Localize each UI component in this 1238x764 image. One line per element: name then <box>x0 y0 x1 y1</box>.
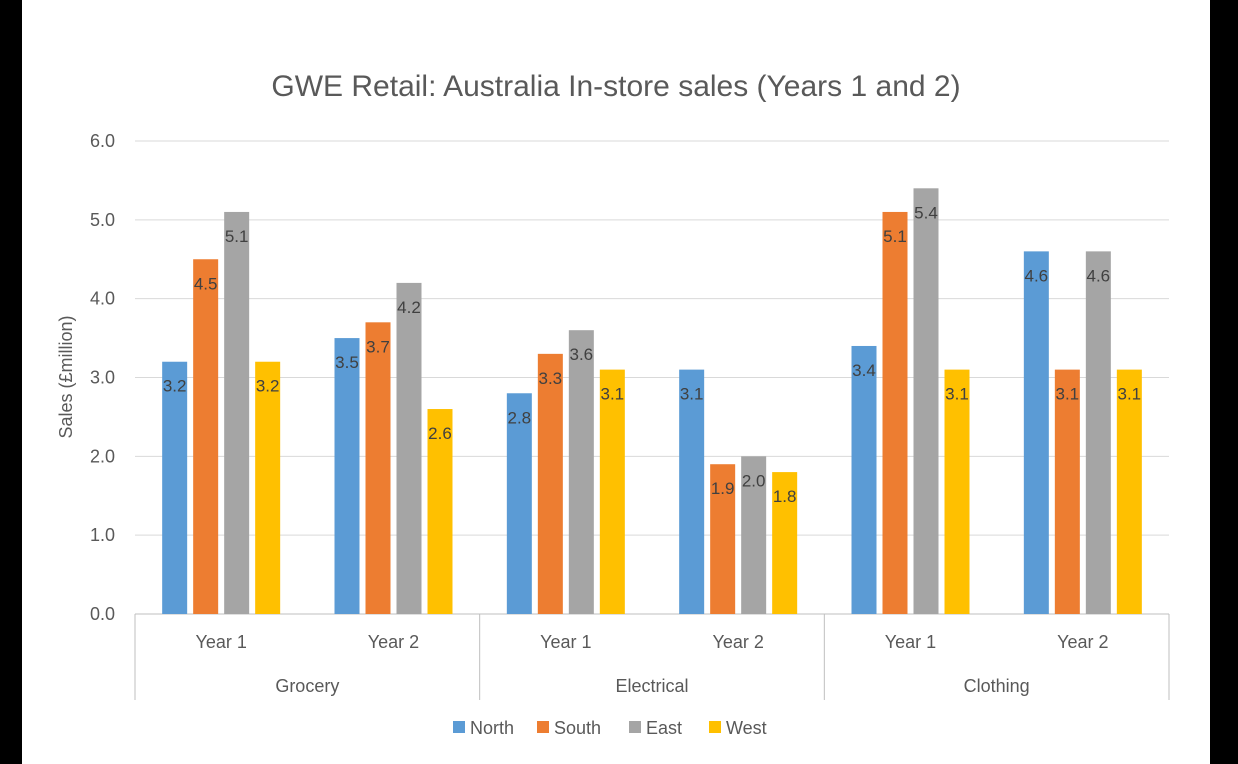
bar-south <box>365 322 391 614</box>
bar-south <box>1054 369 1080 614</box>
data-label: 3.6 <box>570 345 594 364</box>
data-label: 4.6 <box>1087 266 1111 285</box>
bar-chart: GWE Retail: Australia In-store sales (Ye… <box>56 70 1170 738</box>
bar-east <box>1085 251 1111 614</box>
data-label: 2.6 <box>428 424 452 443</box>
data-label: 3.3 <box>539 369 563 388</box>
gridlines <box>135 140 1169 536</box>
bar-east <box>913 188 939 615</box>
data-label: 5.1 <box>225 227 249 246</box>
legend-swatch-north <box>453 721 465 733</box>
data-label: 3.1 <box>601 385 625 404</box>
bar-west <box>599 369 625 614</box>
data-label: 3.4 <box>852 361 876 380</box>
legend-swatch-west <box>709 721 721 733</box>
data-label: 3.2 <box>256 377 280 396</box>
legend: North South East West <box>453 718 767 738</box>
x-tick-label: Year 1 <box>885 632 936 652</box>
legend-swatch-east <box>629 721 641 733</box>
bar-west <box>772 472 798 614</box>
data-label: 3.1 <box>680 385 704 404</box>
data-label: 3.1 <box>1056 385 1080 404</box>
bar-south <box>193 259 219 614</box>
data-label: 5.1 <box>883 227 907 246</box>
legend-swatch-south <box>537 721 549 733</box>
data-label: 2.0 <box>742 471 766 490</box>
legend-label-east: East <box>646 718 682 738</box>
bar-east <box>568 330 594 614</box>
legend-label-west: West <box>726 718 767 738</box>
data-label: 3.1 <box>1118 385 1142 404</box>
y-tick-label: 0.0 <box>90 604 115 624</box>
bar-south <box>710 464 736 614</box>
bar-north <box>506 393 532 614</box>
group-label: Clothing <box>964 676 1030 696</box>
bar-series <box>162 188 1142 615</box>
data-label: 4.6 <box>1025 266 1049 285</box>
data-label: 3.1 <box>945 385 969 404</box>
bar-north <box>1023 251 1049 614</box>
legend-label-south: South <box>554 718 601 738</box>
bar-north <box>851 345 877 614</box>
data-label: 1.8 <box>773 487 797 506</box>
data-label: 3.7 <box>366 337 390 356</box>
data-label: 4.5 <box>194 274 218 293</box>
x-tick-label: Year 1 <box>540 632 591 652</box>
chart-title: GWE Retail: Australia In-store sales (Ye… <box>271 70 960 103</box>
data-labels: 3.2 3.5 2.8 3.1 3.4 4.6 4.5 3.7 3.3 1.9 5.1 3.1 5.1 4… <box>163 203 1141 506</box>
bar-east <box>224 211 250 614</box>
bar-south <box>882 211 908 614</box>
bar-west <box>944 369 970 614</box>
data-label: 3.2 <box>163 377 187 396</box>
group-label: Electrical <box>615 676 688 696</box>
data-label: 5.4 <box>914 203 938 222</box>
bar-east <box>741 456 767 614</box>
bar-west <box>427 409 453 614</box>
y-tick-label: 4.0 <box>90 289 115 309</box>
bar-north <box>162 361 188 614</box>
y-axis-title: Sales (£million) <box>56 315 76 438</box>
data-label: 2.8 <box>508 408 532 427</box>
bar-north <box>679 369 705 614</box>
bar-west <box>1116 369 1142 614</box>
chart-card: GWE Retail: Australia In-store sales (Ye… <box>22 0 1210 764</box>
group-label: Grocery <box>275 676 339 696</box>
x-tick-label: Year 2 <box>368 632 419 652</box>
data-label: 4.2 <box>397 298 421 317</box>
legend-label-north: North <box>470 718 514 738</box>
y-tick-label: 2.0 <box>90 446 115 466</box>
x-tick-label: Year 1 <box>195 632 246 652</box>
bar-west <box>255 361 281 614</box>
bar-north <box>334 338 360 614</box>
x-tick-label: Year 2 <box>712 632 763 652</box>
x-tick-label: Year 2 <box>1057 632 1108 652</box>
y-tick-label: 1.0 <box>90 525 115 545</box>
bar-east <box>396 282 422 614</box>
data-label: 3.5 <box>335 353 359 372</box>
category-axis: 0.0 1.0 2.0 3.0 4.0 5.0 6.0 Year 1 Year 2 Year 1 Y… <box>90 131 1170 700</box>
y-tick-label: 5.0 <box>90 210 115 230</box>
bar-south <box>537 353 563 614</box>
y-tick-label: 3.0 <box>90 368 115 388</box>
y-tick-label: 6.0 <box>90 131 115 151</box>
data-label: 1.9 <box>711 479 735 498</box>
